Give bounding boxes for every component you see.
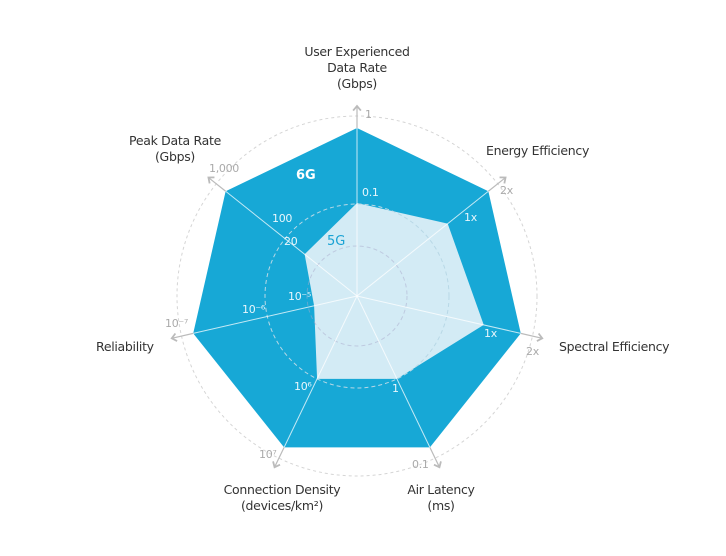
- axis-extension: [171, 332, 194, 339]
- tick-5g-reliability: 10⁻⁵: [288, 290, 312, 303]
- axis-title-connection-density: Connection Density (devices/km²): [223, 482, 341, 513]
- axis-title-spectral-efficiency: Spectral Efficiency: [559, 339, 670, 354]
- axis-extension: [520, 332, 543, 339]
- tick-5g-peak-rate: 20: [284, 235, 298, 248]
- tick-5g-latency: 1: [392, 382, 399, 395]
- tick-5g-density: 10⁶: [294, 380, 312, 393]
- tick-6g-reliability: 10⁻⁷: [165, 317, 189, 330]
- tick-6g-latency: 0.1: [412, 458, 429, 471]
- tick-mid-reliability: 10⁻⁶: [242, 303, 266, 316]
- axis-title-reliability: Reliability: [96, 339, 154, 354]
- axis-arrow-icon: [272, 461, 281, 469]
- axis-title-energy-efficiency: Energy Efficiency: [486, 143, 590, 158]
- axis-line: [283, 295, 358, 448]
- axis-arrow-icon: [352, 104, 362, 112]
- axis-title-user-experienced-data-rate: User Experienced Data Rate (Gbps): [304, 44, 410, 91]
- series-label-5g: 5G: [327, 234, 346, 249]
- series-label-6g: 6G: [296, 168, 316, 183]
- axis-title-peak-data-rate: Peak Data Rate (Gbps): [129, 133, 221, 164]
- tick-6g-user-rate: 1: [365, 108, 372, 121]
- axis-line: [225, 190, 358, 297]
- axis-title-air-latency: Air Latency (ms): [407, 482, 475, 513]
- tick-6g-density: 10⁷: [259, 448, 277, 461]
- axis-arrow-icon: [536, 332, 544, 342]
- axis-extension: [274, 447, 285, 468]
- axis-arrow-icon: [433, 461, 442, 469]
- axis-line: [193, 295, 358, 334]
- axis-line: [356, 295, 521, 334]
- tick-5g-user-rate: 0.1: [362, 186, 379, 199]
- axis-extension: [487, 177, 506, 192]
- tick-5g-spectral: 1x: [484, 327, 497, 340]
- tick-6g-energy: 2x: [500, 184, 513, 197]
- axis-arrow-icon: [170, 332, 178, 342]
- tick-6g-peak-rate: 1,000: [209, 162, 239, 175]
- tick-5g-energy: 1x: [464, 211, 477, 224]
- grid-circle-middle: [264, 203, 450, 389]
- tick-6g-spectral: 2x: [526, 345, 539, 358]
- axis-line: [356, 190, 489, 297]
- axis-extension: [429, 447, 440, 468]
- grid-circle-inner: [306, 245, 408, 347]
- axis-arrow-icon: [207, 176, 215, 184]
- axis-line: [356, 295, 431, 448]
- tick-mid-peak-rate: 100: [272, 212, 293, 225]
- axis-arrow-icon: [499, 176, 507, 184]
- axis-extension: [208, 177, 227, 192]
